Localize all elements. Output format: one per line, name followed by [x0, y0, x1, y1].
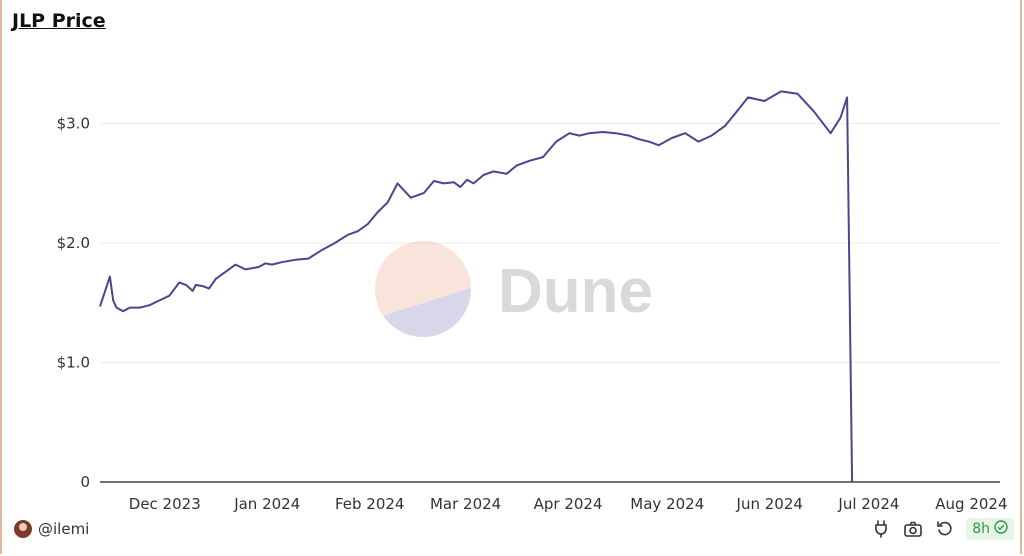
- age-label: 8h: [972, 521, 990, 537]
- author-credit[interactable]: @ilemi: [14, 518, 89, 540]
- refresh-icon[interactable]: [934, 518, 956, 540]
- grid-lines: [100, 123, 1000, 364]
- camera-icon[interactable]: [902, 518, 924, 540]
- x-tick-label: Dec 2023: [129, 495, 201, 513]
- x-tick-label: Aug 2024: [935, 495, 1007, 513]
- series-line: [99, 90, 854, 483]
- chart-title[interactable]: JLP Price: [12, 10, 106, 32]
- y-tick-label: $2.0: [57, 234, 90, 252]
- x-tick-label: Jul 2024: [837, 495, 899, 513]
- x-axis: Dec 2023 Jan 2024 Feb 2024 Mar 2024 Apr 2024…: [129, 495, 1008, 513]
- y-tick-label: 0: [80, 473, 90, 491]
- watermark-text: Dune: [498, 257, 653, 326]
- x-tick-label: Feb 2024: [335, 495, 405, 513]
- freshness-badge[interactable]: 8h: [966, 518, 1014, 540]
- x-tick-label: May 2024: [630, 495, 704, 513]
- x-tick-label: Jun 2024: [736, 495, 803, 513]
- x-tick-label: Jan 2024: [233, 495, 300, 513]
- avatar: [14, 520, 32, 538]
- author-name[interactable]: @ilemi: [38, 520, 90, 538]
- check-circle-icon: [994, 520, 1008, 538]
- x-tick-label: Mar 2024: [430, 495, 501, 513]
- y-tick-label: $3.0: [57, 115, 90, 133]
- y-axis: 0 $1.0 $2.0 $3.0: [57, 115, 90, 491]
- y-tick-label: $1.0: [57, 354, 90, 372]
- x-tick-label: Apr 2024: [534, 495, 603, 513]
- plug-icon[interactable]: [870, 518, 892, 540]
- footer-actions: 8h: [870, 517, 1014, 541]
- dune-watermark: Dune: [375, 241, 653, 337]
